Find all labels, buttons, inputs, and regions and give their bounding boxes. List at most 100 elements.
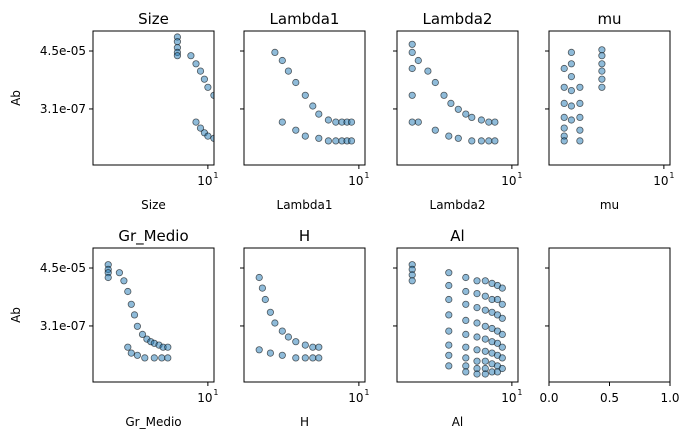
scatter-point [332,137,340,145]
scatter-point [104,273,112,282]
scatter-point [498,300,506,308]
scatter-point [224,111,230,117]
scatter-point [231,138,237,144]
y-tick-label: 4.5e-05 [40,261,86,275]
scatter-point [196,67,205,75]
scatter-point [130,311,139,319]
scatter-point [138,330,147,338]
scatter-point [560,64,568,73]
scatter-point [445,351,453,359]
scatter-point [454,134,462,142]
scatter-point [124,343,132,351]
subplot-title: Size [138,10,169,28]
scatter-point [445,269,453,277]
scatter-point [462,273,470,282]
scatter-point [468,137,476,145]
scatter-point [473,333,481,341]
scatter-point [445,341,453,349]
axes-frame [396,30,519,166]
scatter-point [220,106,226,112]
scatter-point [228,138,234,144]
scatter-point [332,118,340,126]
axes-frame [396,247,519,383]
scatter-point [124,287,132,296]
scatter-point [309,354,317,362]
scatter-point [164,354,172,362]
scatter-point [196,124,205,132]
scatter-point [462,300,470,308]
axes-frame [548,30,671,166]
scatter-point [216,100,222,106]
scatter-points [408,261,506,378]
scatter-point [127,349,135,357]
x-tick-exponent: 1 [213,171,218,180]
scatter-point [408,91,416,99]
x-tick-exponent: 1 [517,171,522,180]
scatter-point [473,289,481,298]
scatter-point [278,327,286,335]
scatter-point [173,38,181,46]
scatter-point [477,137,485,145]
scatter-point [127,300,135,308]
scatter-point [192,60,200,68]
scatter-point [408,40,416,48]
scatter-point [498,330,506,338]
scatter-point [231,117,237,123]
scatter-point [576,83,584,91]
scatter-point [315,134,323,142]
scatter-point [485,137,493,145]
x-axis-label: Gr_Medio [125,415,181,429]
x-axis-label: Lambda1 [277,198,333,212]
scatter-point [292,126,300,134]
scatter-point [462,354,470,362]
scatter-point [473,319,481,327]
scatter-point [284,333,292,341]
scatter-point [431,78,439,87]
scatter-point [498,284,506,292]
x-tick-exponent: 1 [517,388,522,397]
subplot-title: Lambda2 [423,10,493,28]
scatter-point [278,351,286,359]
scatter-points [173,33,241,144]
scatter-point [481,322,489,330]
scatter-point [445,327,453,335]
scatter-points [271,48,356,145]
axes-frame [243,247,366,383]
scatter-point [292,338,300,346]
scatter-point [414,56,422,65]
scatter-point [447,99,455,108]
scatter-point [216,138,222,144]
scatter-point [481,306,489,314]
scatter-point [347,137,356,145]
scatter-point [200,75,208,83]
scatter-point [228,114,234,120]
scatter-point [266,308,274,316]
scatter-point [491,137,499,145]
scatter-point [150,354,158,362]
scatter-point [481,370,489,378]
scatter-point [491,118,499,126]
scatter-point [445,362,453,370]
scatter-point [301,91,309,99]
scatter-point [324,137,332,145]
scatter-point [278,56,286,65]
scatter-points [255,273,323,362]
x-tick-exponent: 1 [669,171,674,180]
x-tick-label: 1.0 [660,391,679,405]
scatter-point [560,137,568,145]
scatter-point [498,343,506,351]
x-axis-label: Al [452,415,464,429]
scatter-point [462,368,470,376]
scatter-point [462,110,470,118]
x-tick-label: 10 [501,174,516,188]
scatter-point [560,113,568,122]
scatter-point [560,83,568,91]
axes-frame [548,247,671,383]
scatter-point [473,357,481,365]
scatter-point [431,126,439,134]
subplot-title: H [299,227,310,245]
scatter-point [235,119,241,125]
scatter-point [315,110,323,118]
scatter-point [120,277,128,285]
scatter-point [493,295,502,304]
